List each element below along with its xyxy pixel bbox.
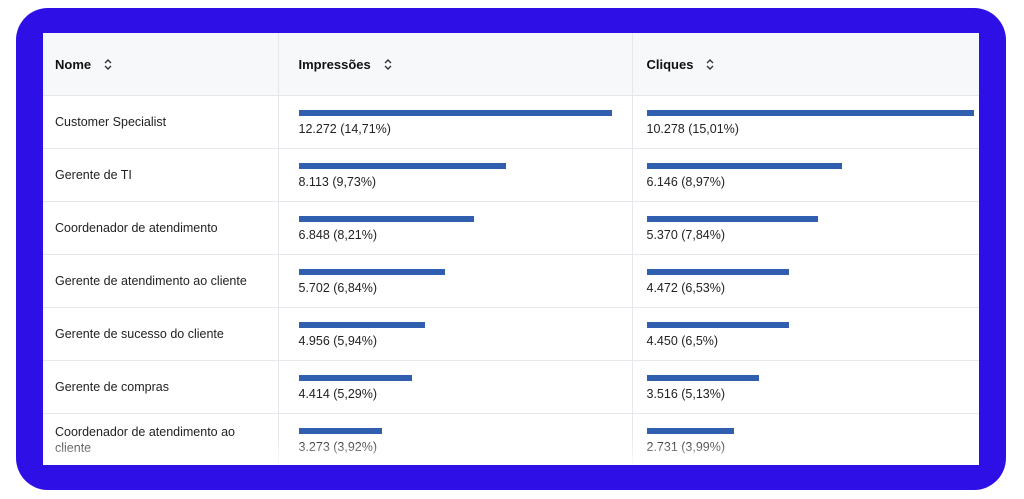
sort-updown-icon[interactable]: [383, 58, 393, 71]
cell-name: Coordenador de atendimento ao cliente: [43, 413, 278, 465]
row-name: Coordenador de atendimento ao cliente: [55, 425, 235, 455]
clicks-bar: [646, 269, 789, 275]
row-name: Gerente de atendimento ao cliente: [55, 274, 247, 288]
column-header-clicks[interactable]: Cliques: [631, 33, 979, 96]
cell-clicks: 10.278 (15,01%): [631, 95, 979, 149]
impressions-value: 6.848 (8,21%): [298, 228, 378, 242]
impressions-bar: [298, 216, 474, 222]
clicks-bar: [646, 375, 759, 381]
clicks-value: 4.450 (6,5%): [646, 334, 719, 348]
row-name: Gerente de TI: [55, 168, 132, 182]
cell-clicks: 4.472 (6,53%): [631, 254, 979, 308]
sort-updown-icon[interactable]: [705, 58, 715, 71]
impressions-value: 4.414 (5,29%): [298, 387, 378, 401]
sort-updown-icon[interactable]: [103, 58, 113, 71]
column-header-impressions[interactable]: Impressões: [277, 33, 632, 96]
clicks-value: 5.370 (7,84%): [646, 228, 726, 242]
cell-name: Gerente de atendimento ao cliente: [43, 254, 278, 308]
cell-clicks: 4.450 (6,5%): [631, 307, 979, 361]
table-header: Nome Impressões: [43, 33, 979, 96]
cell-impressions: 12.272 (14,71%): [277, 95, 632, 149]
table-row[interactable]: Customer Specialist 12.272 (14,71%) 10.278…: [43, 95, 979, 149]
table-row[interactable]: Coordenador de atendimento 6.848 (8,21%) 5…: [43, 201, 979, 255]
cell-name: Coordenador de atendimento: [43, 201, 278, 255]
cell-impressions: 8.113 (9,73%): [277, 148, 632, 202]
cell-clicks: 2.731 (3,99%): [631, 413, 979, 465]
row-name: Coordenador de atendimento: [55, 221, 218, 235]
row-name: Gerente de sucesso do cliente: [55, 327, 224, 341]
data-table: Nome Impressões: [43, 33, 979, 465]
clicks-bar: [646, 428, 734, 434]
cell-impressions: 3.273 (3,92%): [277, 413, 632, 465]
cell-impressions: 4.414 (5,29%): [277, 360, 632, 414]
clicks-value: 3.516 (5,13%): [646, 387, 726, 401]
table-row[interactable]: Gerente de atendimento ao cliente 5.702 (…: [43, 254, 979, 308]
column-header-label: Nome: [55, 56, 92, 72]
table-row[interactable]: Coordenador de atendimento ao cliente 3.2…: [43, 413, 979, 465]
impressions-bar: [298, 110, 612, 116]
clicks-bar: [646, 163, 842, 169]
column-header-label: Impressões: [298, 56, 371, 72]
cell-clicks: 5.370 (7,84%): [631, 201, 979, 255]
clicks-value: 4.472 (6,53%): [646, 281, 726, 295]
table-row[interactable]: Gerente de compras 4.414 (5,29%) 3.516 (5,…: [43, 360, 979, 414]
column-header-name[interactable]: Nome: [43, 33, 278, 96]
cell-name: Gerente de compras: [43, 360, 278, 414]
impressions-value: 4.956 (5,94%): [298, 334, 378, 348]
impressions-bar: [298, 322, 425, 328]
impressions-bar: [298, 428, 382, 434]
impressions-bar: [298, 163, 506, 169]
cell-name: Customer Specialist: [43, 95, 278, 149]
column-header-label: Cliques: [646, 56, 694, 72]
table-row[interactable]: Gerente de sucesso do cliente 4.956 (5,94…: [43, 307, 979, 361]
cell-clicks: 6.146 (8,97%): [631, 148, 979, 202]
cell-name: Gerente de sucesso do cliente: [43, 307, 278, 361]
clicks-bar: [646, 322, 789, 328]
table-panel: Nome Impressões: [43, 33, 979, 465]
clicks-value: 2.731 (3,99%): [646, 440, 726, 454]
clicks-value: 6.146 (8,97%): [646, 175, 726, 189]
table-row[interactable]: Gerente de TI 8.113 (9,73%) 6.146 (8,97%): [43, 148, 979, 202]
table-body: Customer Specialist 12.272 (14,71%) 10.278…: [43, 95, 979, 465]
impressions-value: 5.702 (6,84%): [298, 281, 378, 295]
cell-impressions: 6.848 (8,21%): [277, 201, 632, 255]
cell-name: Gerente de TI: [43, 148, 278, 202]
impressions-bar: [298, 375, 412, 381]
clicks-bar: [646, 216, 818, 222]
clicks-bar: [646, 110, 974, 116]
impressions-value: 12.272 (14,71%): [298, 122, 391, 136]
impressions-bar: [298, 269, 445, 275]
row-name: Gerente de compras: [55, 380, 169, 394]
cell-clicks: 3.516 (5,13%): [631, 360, 979, 414]
clicks-value: 10.278 (15,01%): [646, 122, 739, 136]
impressions-value: 3.273 (3,92%): [298, 440, 378, 454]
cell-impressions: 4.956 (5,94%): [277, 307, 632, 361]
impressions-value: 8.113 (9,73%): [298, 175, 377, 189]
cell-impressions: 5.702 (6,84%): [277, 254, 632, 308]
row-name: Customer Specialist: [55, 115, 167, 129]
